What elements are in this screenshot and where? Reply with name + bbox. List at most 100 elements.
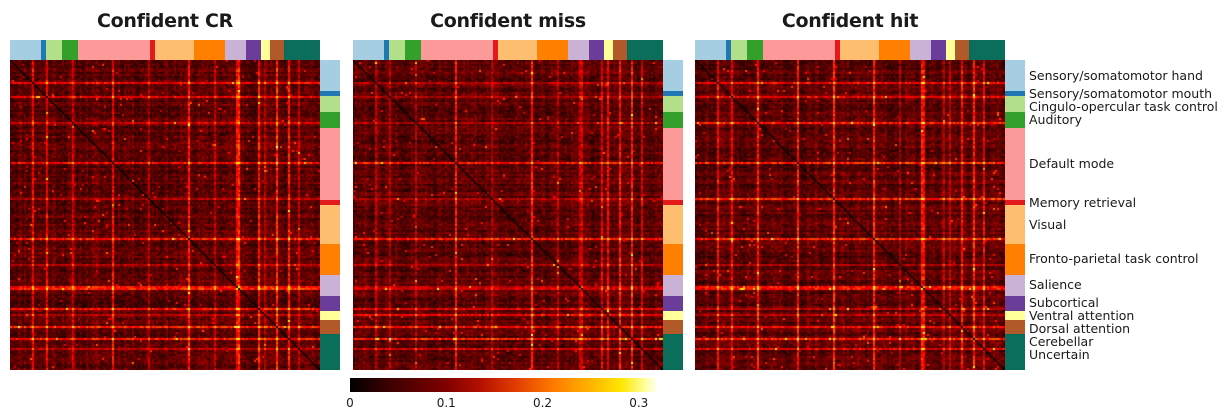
colorbar bbox=[350, 378, 658, 392]
legend-swatch-fronto-parietal-task-control bbox=[1005, 243, 1025, 276]
legend-label-memory-retrieval: Memory retrieval bbox=[1029, 194, 1137, 210]
network-segment-memory-retrieval bbox=[835, 40, 841, 60]
legend-label-sensory-somatomotor-hand: Sensory/somatomotor hand bbox=[1029, 67, 1203, 83]
network-segment-ventral-attention bbox=[604, 40, 614, 60]
legend-swatch-cerebellar bbox=[1005, 333, 1025, 336]
legend-label-subcortical: Subcortical bbox=[1029, 295, 1099, 311]
legend-swatch-salience bbox=[1005, 274, 1025, 297]
legend-label-sensory-somatomotor-mouth: Sensory/somatomotor mouth bbox=[1029, 85, 1213, 101]
network-segment-dorsal-attention bbox=[612, 40, 628, 60]
colorbar-tick: 0 bbox=[346, 396, 354, 410]
legend-swatch-sensory-somatomotor-mouth bbox=[1005, 91, 1025, 97]
network-segment-auditory bbox=[746, 40, 764, 60]
network-segment-salience bbox=[663, 274, 683, 297]
network-segment-default-mode bbox=[762, 40, 836, 60]
network-segment-cingulo-opercular-task-control bbox=[663, 96, 683, 113]
network-segment-memory-retrieval bbox=[493, 40, 499, 60]
legend-label-dorsal-attention: Dorsal attention bbox=[1029, 321, 1131, 337]
network-segment-visual bbox=[320, 205, 340, 245]
legend-label-auditory: Auditory bbox=[1029, 111, 1082, 127]
legend-swatch-uncertain bbox=[1005, 335, 1025, 371]
network-segment-memory-retrieval bbox=[663, 200, 683, 206]
legend-swatch-sensory-somatomotor-hand bbox=[1005, 60, 1025, 92]
network-segment-default-mode bbox=[663, 127, 683, 201]
network-segment-uncertain bbox=[628, 40, 664, 60]
network-segment-default-mode bbox=[320, 127, 340, 201]
network-segment-visual bbox=[498, 40, 538, 60]
network-segment-cerebellar bbox=[320, 333, 340, 336]
heatmap-panel-confident-miss: Confident miss bbox=[353, 0, 683, 371]
panel-title: Confident CR bbox=[97, 10, 233, 32]
network-segment-subcortical bbox=[588, 40, 605, 60]
legend-swatch-subcortical bbox=[1005, 295, 1025, 312]
network-segment-auditory bbox=[320, 111, 340, 129]
legend-swatch-default-mode bbox=[1005, 127, 1025, 201]
connectivity-matrix bbox=[695, 60, 1005, 370]
connectivity-matrix bbox=[10, 60, 320, 370]
network-segment-default-mode bbox=[77, 40, 151, 60]
panel-title: Confident hit bbox=[781, 10, 919, 32]
legend-swatch-auditory bbox=[1005, 111, 1025, 129]
network-segment-dorsal-attention bbox=[269, 40, 285, 60]
network-segment-cerebellar bbox=[968, 40, 971, 60]
network-segment-uncertain bbox=[970, 40, 1006, 60]
legend-swatch-visual bbox=[1005, 205, 1025, 245]
heatmap-panel-confident-hit: Confident hit bbox=[695, 0, 1025, 371]
legend-swatch-ventral-attention bbox=[1005, 311, 1025, 321]
network-segment-sensory-somatomotor-hand bbox=[353, 40, 385, 60]
network-segment-ventral-attention bbox=[946, 40, 956, 60]
network-segment-cingulo-opercular-task-control bbox=[389, 40, 406, 60]
network-segment-fronto-parietal-task-control bbox=[193, 40, 226, 60]
network-segment-fronto-parietal-task-control bbox=[663, 243, 683, 276]
legend-swatch-memory-retrieval bbox=[1005, 200, 1025, 206]
network-segment-auditory bbox=[61, 40, 79, 60]
network-segment-sensory-somatomotor-mouth bbox=[384, 40, 390, 60]
network-segment-cingulo-opercular-task-control bbox=[46, 40, 63, 60]
panel-title: Confident miss bbox=[430, 10, 586, 32]
legend-label-ventral-attention: Ventral attention bbox=[1029, 308, 1135, 324]
network-segment-uncertain bbox=[663, 335, 683, 371]
network-segment-cingulo-opercular-task-control bbox=[731, 40, 748, 60]
network-segment-sensory-somatomotor-hand bbox=[663, 60, 683, 92]
network-segment-sensory-somatomotor-mouth bbox=[726, 40, 732, 60]
network-segment-fronto-parietal-task-control bbox=[536, 40, 569, 60]
network-segment-auditory bbox=[404, 40, 422, 60]
colorbar-tick: 0.2 bbox=[532, 396, 553, 410]
network-segment-cingulo-opercular-task-control bbox=[320, 96, 340, 113]
network-segment-subcortical bbox=[663, 295, 683, 312]
network-segment-subcortical bbox=[320, 295, 340, 312]
network-segment-sensory-somatomotor-mouth bbox=[320, 91, 340, 97]
network-segment-fronto-parietal-task-control bbox=[320, 243, 340, 276]
network-segment-subcortical bbox=[930, 40, 947, 60]
network-segment-dorsal-attention bbox=[954, 40, 970, 60]
network-segment-sensory-somatomotor-hand bbox=[10, 40, 42, 60]
legend-label-visual: Visual bbox=[1029, 216, 1067, 232]
legend-swatch-dorsal-attention bbox=[1005, 319, 1025, 335]
network-segment-cerebellar bbox=[626, 40, 629, 60]
heatmap-panel-confident-cr: Confident CR bbox=[10, 0, 340, 371]
network-segment-visual bbox=[663, 205, 683, 245]
colorbar-tick: 0.1 bbox=[436, 396, 456, 410]
network-strip-right bbox=[320, 60, 340, 371]
network-segment-dorsal-attention bbox=[320, 319, 340, 335]
network-segment-salience bbox=[567, 40, 590, 60]
legend-label-uncertain: Uncertain bbox=[1029, 347, 1090, 363]
network-segment-auditory bbox=[663, 111, 683, 129]
network-segment-uncertain bbox=[320, 335, 340, 371]
network-segment-fronto-parietal-task-control bbox=[878, 40, 911, 60]
network-segment-memory-retrieval bbox=[320, 200, 340, 206]
legend-label-salience: Salience bbox=[1029, 276, 1082, 292]
network-strip-right bbox=[663, 60, 683, 371]
colorbar-tick: 0.3 bbox=[629, 396, 649, 410]
legend-label-cerebellar: Cerebellar bbox=[1029, 334, 1094, 350]
network-segment-visual bbox=[840, 40, 880, 60]
network-legend-labels: Sensory/somatomotor hand Sensory/somatomo… bbox=[1029, 60, 1225, 370]
legend-label-fronto-parietal-task-control: Fronto-parietal task control bbox=[1029, 250, 1199, 266]
network-segment-ventral-attention bbox=[320, 311, 340, 321]
connectivity-matrix bbox=[353, 60, 663, 370]
network-strip-top bbox=[695, 40, 1006, 60]
network-segment-salience bbox=[224, 40, 247, 60]
network-segment-ventral-attention bbox=[663, 311, 683, 321]
legend-swatch-cingulo-opercular-task-control bbox=[1005, 96, 1025, 113]
legend-label-default-mode: Default mode bbox=[1029, 155, 1115, 171]
